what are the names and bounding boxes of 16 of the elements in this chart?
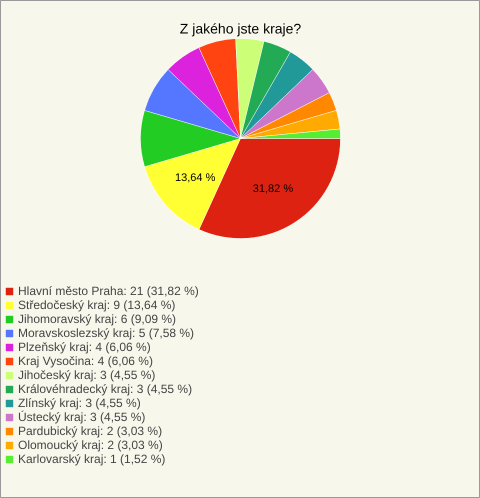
chart-title: Z jakého jste kraje? (180, 20, 302, 36)
data-label: 13,64 % (174, 172, 216, 184)
legend-label: Karlovarský kraj: 1 (1,52 %) (18, 452, 166, 466)
legend-label: Středočeský kraj: 9 (13,64 %) (18, 298, 176, 312)
legend-label: Olomoucký kraj: 2 (3,03 %) (18, 438, 163, 452)
legend-label: Jihomoravský kraj: 6 (9,09 %) (18, 312, 176, 326)
legend-label: Jihočeský kraj: 3 (4,55 %) (18, 368, 156, 382)
legend-label: Ústecký kraj: 3 (4,55 %) (18, 410, 146, 424)
legend-label: Moravskoslezský kraj: 5 (7,58 %) (18, 326, 194, 340)
legend-label: Královéhradecký kraj: 3 (4,55 %) (18, 382, 192, 396)
legend-label: Pardubický kraj: 2 (3,03 %) (18, 424, 162, 438)
data-label: 31,82 % (252, 182, 294, 195)
legend-label: Hlavní město Praha: 21 (31,82 %) (18, 284, 199, 298)
legend-label: Zlínský kraj: 3 (4,55 %) (18, 396, 141, 410)
legend-label: Kraj Vysočina: 4 (6,06 %) (18, 354, 153, 368)
legend-label: Plzeňský kraj: 4 (6,06 %) (18, 340, 151, 354)
